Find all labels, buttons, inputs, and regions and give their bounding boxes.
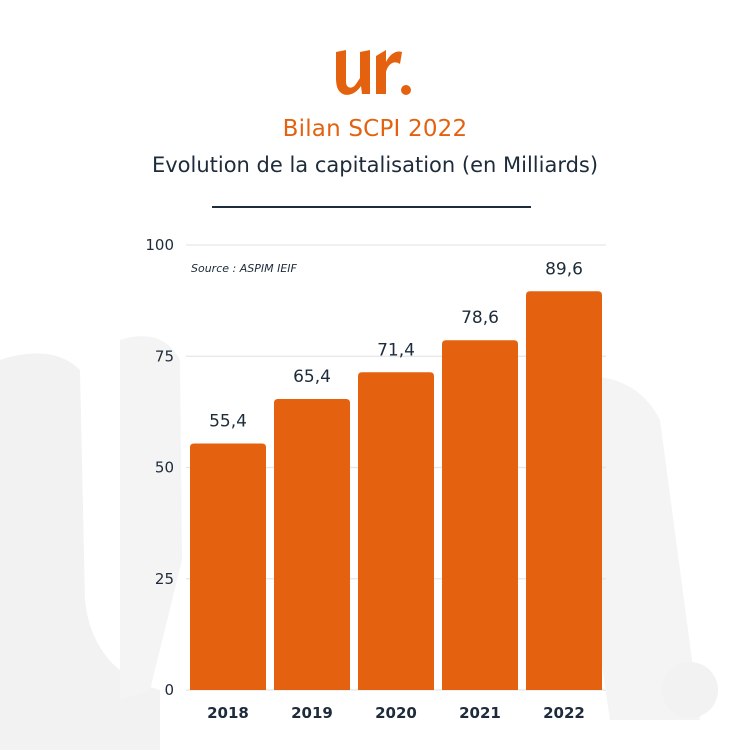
page-subtitle: Evolution de la capitalisation (en Milli… [151,153,599,177]
brand-logo [336,50,411,95]
page-title: Bilan SCPI 2022 [282,116,468,142]
x-tick-label: 2020 [375,704,417,722]
bar-value-label: 55,4 [209,411,247,431]
x-tick-label: 2022 [543,704,585,722]
x-tick-label: 2018 [207,704,249,722]
title-divider [212,206,531,208]
bar [358,372,434,690]
x-tick-label: 2021 [459,704,501,722]
bar-value-label: 71,4 [377,340,415,360]
y-tick-label: 75 [155,347,174,365]
bar-value-label: 78,6 [461,308,499,328]
y-tick-label: 0 [164,681,174,699]
y-tick-label: 100 [145,236,174,254]
bar [190,443,266,690]
bar [274,398,350,690]
y-tick-label: 50 [155,459,174,477]
source-label: Source : ASPIM IEIF [191,262,298,275]
bar [526,291,602,690]
bar-value-label: 89,6 [545,259,583,279]
x-tick-label: 2019 [291,704,333,722]
bar-value-label: 65,4 [293,367,331,387]
bar-layer: 55,4 2018 65,4 2019 71,4 2020 78,6 2021 89,6 2022 [190,259,602,722]
y-tick-label: 25 [155,570,174,588]
bar [442,340,518,690]
